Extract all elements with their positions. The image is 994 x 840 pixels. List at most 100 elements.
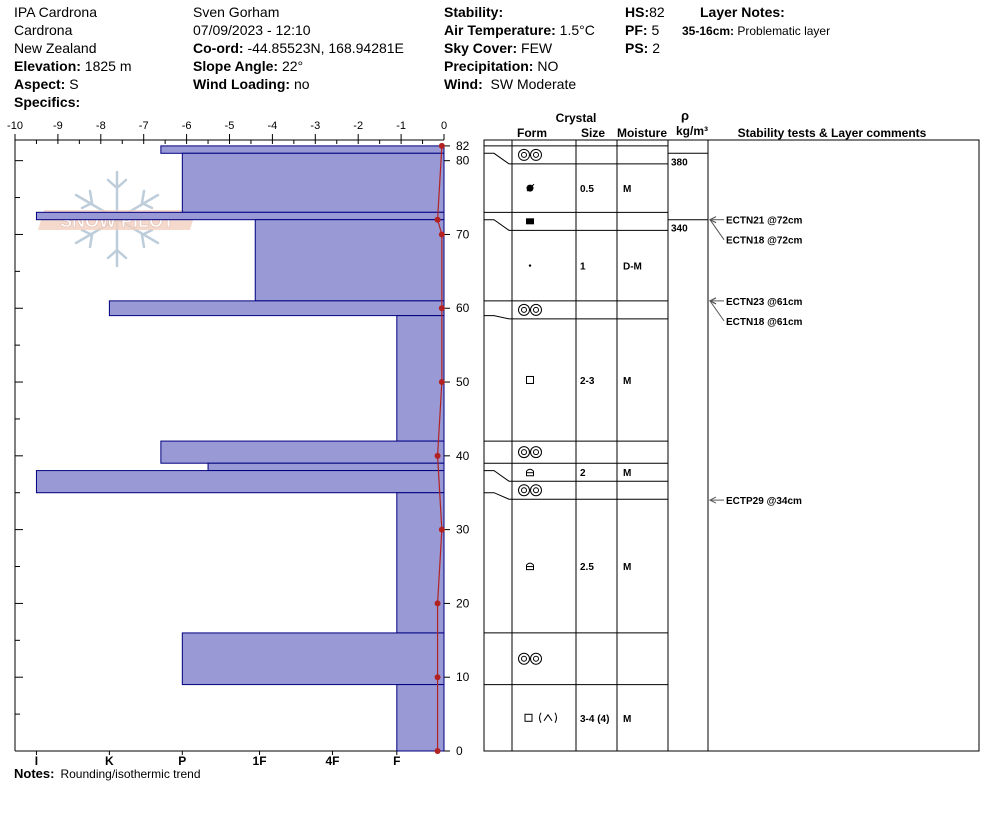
coord-label: Co-ord:: [193, 40, 244, 56]
air-temp-value: 1.5°C: [559, 22, 595, 38]
hs-value: 82: [649, 4, 665, 20]
stability-test-label: ECTN23 @61cm: [726, 297, 803, 308]
height-tick-label: 30: [456, 523, 470, 537]
ice-crust-icon: [526, 218, 534, 225]
layer-connector-1: [484, 152, 512, 165]
hardness-tick-label: P: [178, 754, 186, 768]
aspect-label: Aspect:: [14, 76, 66, 92]
col-form-header: Form: [517, 126, 547, 140]
rounded-facet-icon: [526, 468, 534, 477]
wind-loading-value: no: [293, 76, 310, 92]
precip-row: Precipitation: NO: [444, 57, 558, 75]
temperature-point: [438, 142, 445, 149]
inner-circle: [533, 449, 539, 456]
precip-label: Precipitation:: [444, 58, 534, 74]
temp-tick-label: -4: [268, 120, 278, 132]
hardness-tick-label: F: [393, 754, 400, 768]
hardness-bar-9: [396, 492, 445, 634]
hardness-tick-label: I: [35, 754, 38, 768]
outer-circle: [530, 303, 542, 316]
temp-tick-label: -9: [53, 120, 63, 132]
sky-cover-label: Sky Cover:: [444, 40, 518, 56]
outer-circle: [518, 446, 530, 459]
wind-value: SW Moderate: [490, 76, 577, 92]
height-tick-label: 80: [456, 154, 470, 168]
inner-circle: [533, 487, 539, 494]
col-crystal-header: Crystal: [556, 111, 597, 125]
inner-circle: [521, 487, 527, 494]
hs-label: HS:: [625, 4, 650, 20]
ps-label: PS:: [625, 40, 649, 56]
layer-size: 3-4 (4): [580, 714, 609, 725]
facet-square: [526, 375, 534, 384]
aspect-row: Aspect: S: [14, 75, 79, 93]
col-moisture-header: Moisture: [617, 126, 667, 140]
area-name: Cardrona: [14, 22, 73, 38]
temp-tick-label: -5: [225, 120, 235, 132]
location-name: IPA Cardrona: [14, 4, 98, 20]
stability-arrowhead: [708, 496, 717, 504]
layer-size: 1: [580, 262, 586, 273]
temp-tick-label: -3: [310, 120, 320, 132]
temp-tick-label: -1: [396, 120, 406, 132]
temp-tick-label: -8: [96, 120, 106, 132]
outer-circle: [518, 303, 530, 316]
outer-circle: [530, 148, 542, 161]
notes-label: Notes:: [14, 766, 55, 781]
facet-depth-hoar-icon: [524, 712, 557, 724]
height-tick-label: 70: [456, 227, 470, 241]
stability-arrowhead: [708, 216, 717, 224]
slope-value: 22°: [281, 58, 304, 74]
col-size-header: Size: [581, 126, 605, 140]
rounding-grains-icon: [518, 148, 542, 161]
inner-circle: [533, 655, 539, 662]
right-panel-frame: [483, 139, 980, 752]
inner-circle: [521, 151, 527, 158]
temperature-point: [438, 526, 445, 533]
temperature-point: [434, 216, 441, 223]
height-tick-label: 50: [456, 375, 470, 389]
faceted-square-icon: [526, 375, 534, 384]
col-stability-header: Stability tests & Layer comments: [738, 126, 927, 140]
wind-label: Wind:: [444, 76, 483, 92]
stability-test-label: ECTN18 @72cm: [726, 236, 803, 247]
temperature-point: [434, 674, 441, 681]
coord-row: Co-ord: -44.85523N, 168.94281E: [193, 39, 404, 57]
wind-loading-row: Wind Loading: no: [193, 75, 310, 93]
col-density-unit: kg/m³: [676, 124, 708, 138]
layer-note-text: Problematic layer: [737, 24, 831, 38]
notes-text: Rounding/isothermic trend: [60, 767, 201, 781]
sky-cover-value: FEW: [521, 40, 553, 56]
outer-circle: [518, 484, 530, 497]
facet-square: [524, 713, 533, 722]
outer-circle: [530, 652, 542, 665]
outer-circle: [518, 148, 530, 161]
crust-block: [526, 218, 534, 225]
hardness-tick-label: 4F: [325, 754, 339, 768]
specifics-row: Specifics:: [14, 93, 80, 111]
stability-row: Stability:: [444, 3, 503, 21]
stability-test-label: ECTN18 @61cm: [726, 317, 803, 328]
temperature-point: [434, 600, 441, 607]
layer-connector-5: [484, 315, 512, 320]
rounded-facet-icon: [526, 562, 534, 571]
col-rho-header: ρ: [681, 108, 689, 123]
rounded-facet-shape: [526, 468, 534, 477]
aspect-value: S: [69, 76, 79, 92]
depth-hoar-chevron: [543, 713, 553, 722]
layer-moisture: M: [623, 184, 631, 195]
pf-label: PF:: [625, 22, 648, 38]
hardness-bar-7: [207, 462, 445, 472]
hardness-bar-5: [396, 315, 445, 442]
inner-circle: [521, 655, 527, 662]
inner-circle: [521, 449, 527, 456]
hardness-bar-8: [35, 470, 445, 494]
layer-note: 35-16cm: Problematic layer: [682, 22, 830, 40]
height-tick-label: 82: [456, 139, 470, 153]
temperature-point: [438, 305, 445, 312]
layer-moisture: M: [623, 714, 631, 725]
hardness-bar-6: [160, 440, 445, 464]
height-tick-label: 60: [456, 301, 470, 315]
country-name: New Zealand: [14, 40, 97, 56]
